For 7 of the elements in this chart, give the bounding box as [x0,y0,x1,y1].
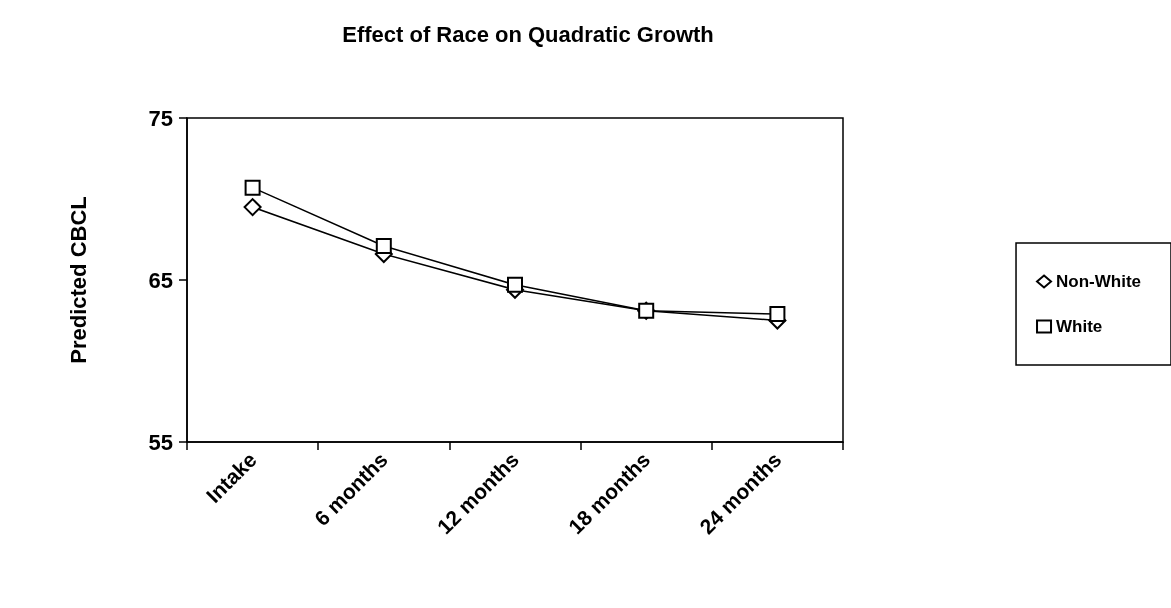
legend-label: Non-White [1056,272,1142,291]
y-axis-title: Predicted CBCL [65,196,91,364]
y-tick-label: 55 [148,429,173,455]
y-tick-label: 65 [148,267,173,293]
y-tick-label: 75 [148,105,173,131]
legend-label: White [1056,317,1103,336]
chart-title: Effect of Race on Quadratic Growth [342,21,714,47]
